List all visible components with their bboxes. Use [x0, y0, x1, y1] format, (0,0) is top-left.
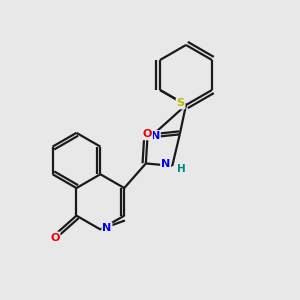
Text: N: N: [102, 223, 112, 233]
Text: S: S: [177, 98, 184, 109]
Text: O: O: [50, 232, 59, 242]
Text: O: O: [143, 129, 152, 139]
Text: N: N: [161, 159, 170, 169]
Text: H: H: [178, 164, 186, 174]
Text: N: N: [151, 131, 160, 141]
